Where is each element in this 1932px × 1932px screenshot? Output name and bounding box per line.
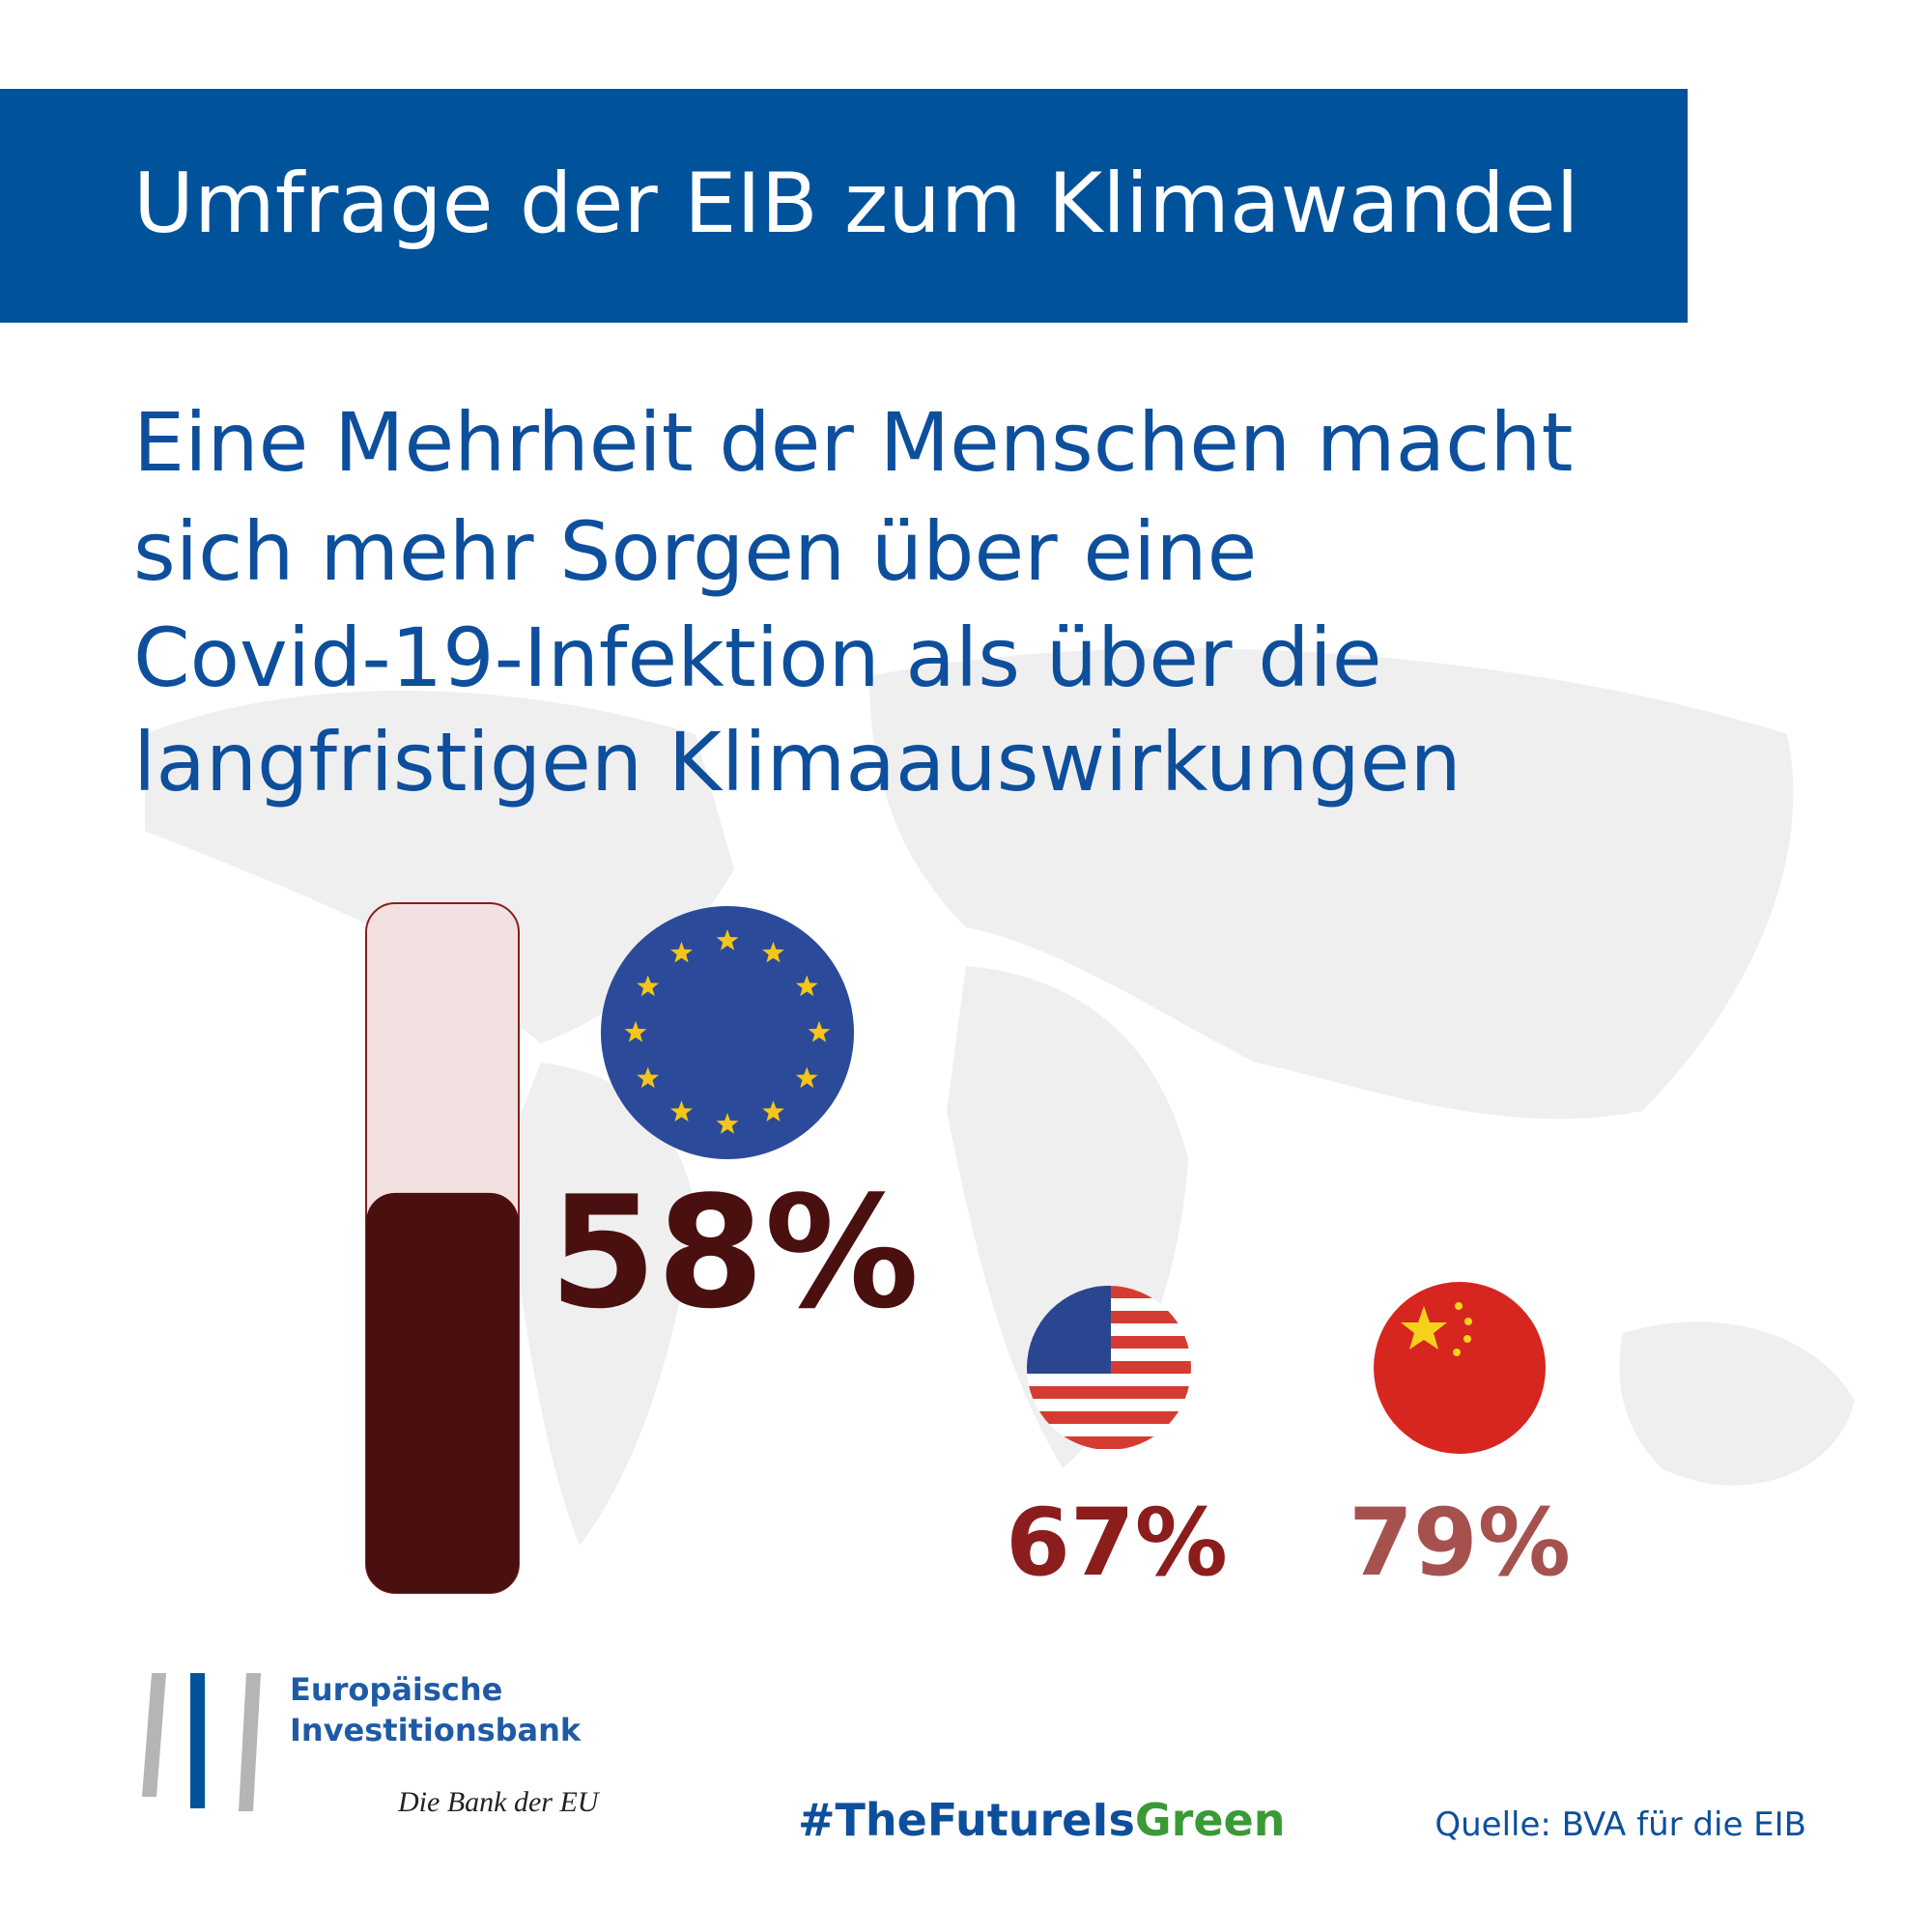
value-label: 58% (550, 1162, 920, 1343)
eu-star (670, 1100, 693, 1122)
value-label: 79% (1349, 1489, 1571, 1597)
header-band (0, 89, 1688, 323)
eu-star (716, 1113, 739, 1134)
subtitle-line: sich mehr Sorgen über eine (133, 504, 1257, 599)
logo-bars (142, 1673, 261, 1811)
eu-star (795, 975, 818, 997)
eu-star (762, 941, 784, 963)
world-map (145, 648, 1855, 1546)
hashtag-part: Green (1135, 1794, 1286, 1846)
source: Quelle: BVA für die EIB (1435, 1805, 1806, 1844)
eu-star (624, 1021, 647, 1042)
eu-star (637, 975, 660, 997)
logo-text: Investitionsbank (290, 1712, 582, 1748)
eu-star (670, 941, 693, 963)
eu-star (762, 1100, 784, 1122)
logo-text: Europäische (290, 1671, 502, 1708)
subtitle-line: Covid-19-Infektion als über die (133, 611, 1382, 705)
hashtag-part: #TheFutureIs (798, 1794, 1135, 1846)
hashtag: #TheFutureIsGreen (798, 1794, 1285, 1846)
china-flag (1374, 1282, 1546, 1454)
subtitle-line: Eine Mehrheit der Menschen macht (133, 395, 1573, 490)
title: Umfrage der EIB zum Klimawandel (133, 156, 1578, 252)
eu-flag (601, 906, 854, 1159)
us-flag (1027, 1286, 1191, 1450)
subtitle-line: langfristigen Klimaauswirkungen (133, 715, 1462, 810)
eu-star (808, 1021, 831, 1042)
eu-star (795, 1066, 818, 1089)
eu-star (637, 1066, 660, 1089)
eu-star (716, 929, 739, 951)
gauge-fill (366, 1192, 519, 1593)
slogan: Die Bank der EU (397, 1786, 601, 1818)
value-label: 67% (1006, 1489, 1228, 1597)
